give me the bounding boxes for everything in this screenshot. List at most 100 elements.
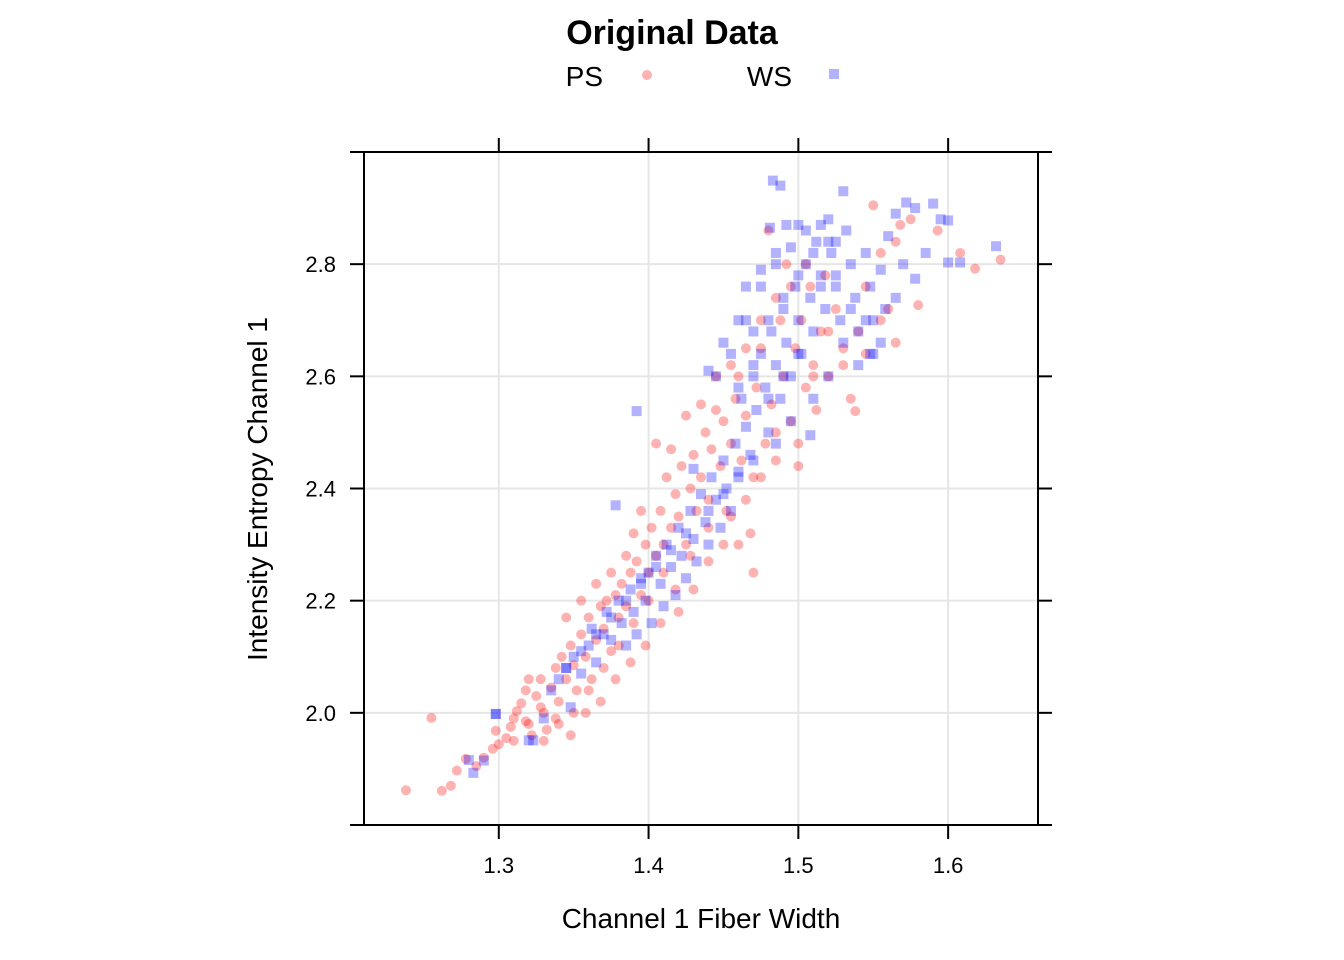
point-ps [553, 696, 564, 707]
point-ps [511, 706, 522, 717]
point-ws [955, 257, 966, 268]
point-ws [763, 393, 774, 404]
point-ps [616, 578, 627, 589]
point-ps [561, 674, 572, 685]
point-ws [576, 668, 587, 679]
point-ps [748, 472, 759, 483]
point-ws [565, 702, 576, 713]
point-ws [706, 472, 717, 483]
point-ps [561, 612, 572, 623]
point-ws [880, 304, 891, 315]
point-ws [865, 348, 876, 359]
point-ps [673, 511, 684, 522]
point-ws [796, 348, 807, 359]
point-ps [523, 719, 534, 730]
point-ps [685, 483, 696, 494]
point-ws [688, 463, 699, 474]
point-ps [725, 438, 736, 449]
point-ws [841, 225, 852, 236]
point-ws [845, 304, 856, 315]
point-ps [670, 584, 681, 595]
point-ps [860, 348, 871, 359]
point-ps [740, 410, 751, 421]
point-ps [613, 640, 624, 651]
point-ps [875, 315, 886, 326]
point-ws [546, 685, 557, 696]
point-ws [670, 590, 681, 601]
point-ws [591, 629, 602, 640]
point-ps [658, 567, 669, 578]
point-ws [681, 528, 692, 539]
point-ps [860, 281, 871, 292]
point-ps [508, 735, 519, 746]
point-ws [718, 489, 729, 500]
point-ws [745, 449, 756, 460]
point-ws [646, 618, 657, 629]
point-ps [970, 263, 981, 274]
y-tick-label: 2.6 [305, 364, 336, 389]
point-ws [778, 371, 789, 382]
point-ps [631, 556, 642, 567]
point-ps [651, 438, 662, 449]
point-ps [890, 337, 901, 348]
point-ps [883, 304, 894, 315]
point-ps [640, 539, 651, 550]
point-ws [868, 315, 879, 326]
point-ps [696, 472, 706, 483]
point-ws [808, 326, 819, 337]
point-ps [811, 404, 822, 415]
point-ws [616, 618, 627, 629]
point-ps [451, 765, 462, 776]
point-ps [785, 416, 796, 427]
point-ws [808, 247, 819, 258]
point-ws [755, 264, 766, 275]
point-ws [696, 489, 706, 500]
point-ps [666, 522, 677, 533]
point-ps [730, 393, 741, 404]
point-ws [890, 292, 901, 303]
point-ps [621, 550, 632, 561]
point-ws [700, 517, 711, 528]
point-ws [850, 292, 861, 303]
point-ws [800, 259, 811, 270]
point-ws [568, 651, 579, 662]
point-ps [445, 780, 456, 791]
point-ws [601, 606, 612, 617]
point-ps [436, 785, 447, 796]
point-ps [703, 556, 714, 567]
point-ws [591, 657, 602, 668]
point-ps [610, 590, 621, 601]
point-ps [576, 595, 587, 606]
point-ws [725, 505, 736, 516]
point-ws [815, 281, 826, 292]
x-tick-label: 1.5 [783, 853, 814, 878]
point-ps [845, 393, 856, 404]
point-ps [568, 660, 579, 671]
point-ws [666, 545, 677, 556]
point-ws [621, 640, 632, 651]
x-axis-label: Channel 1 Fiber Width [562, 903, 841, 934]
point-ws [730, 438, 741, 449]
point-ws [583, 640, 594, 651]
point-ps [628, 618, 639, 629]
point-ps [770, 455, 781, 466]
point-ws [740, 281, 751, 292]
point-ps [553, 719, 564, 730]
point-ps [523, 674, 534, 685]
point-ps [850, 406, 861, 417]
point-ps [643, 567, 654, 578]
point-ws [785, 416, 796, 427]
point-ws [778, 304, 789, 315]
point-ws [631, 406, 642, 417]
point-ps [721, 505, 732, 516]
point-ws [621, 595, 632, 606]
point-ps [526, 730, 537, 741]
legend: PS WS [566, 61, 839, 92]
point-ws [815, 219, 826, 230]
point-ps [710, 371, 721, 382]
point-ps [501, 733, 512, 744]
point-ws [751, 404, 762, 415]
point-ps [681, 410, 692, 421]
point-ps [538, 735, 549, 746]
point-ps [823, 371, 834, 382]
